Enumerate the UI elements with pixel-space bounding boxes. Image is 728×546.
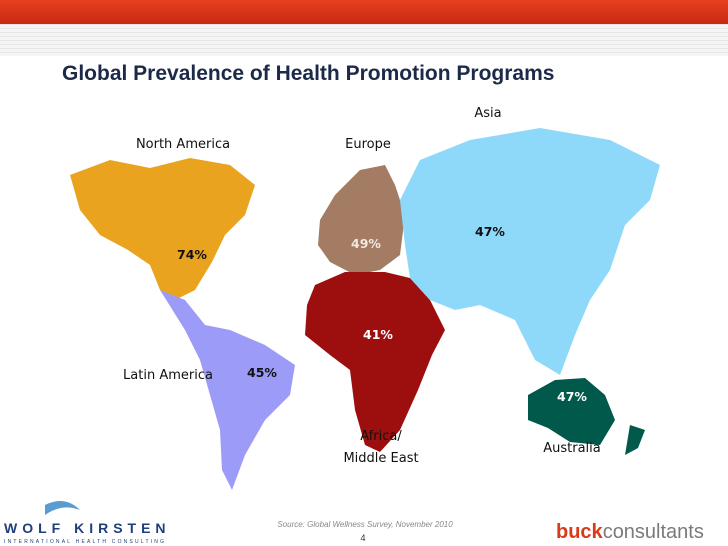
region-percent: 41% bbox=[363, 327, 393, 342]
logo-left-sub: INTERNATIONAL HEALTH CONSULTING bbox=[4, 539, 166, 545]
logo-swoosh bbox=[45, 501, 80, 515]
region-percent: 47% bbox=[475, 224, 505, 239]
africa-middle-east bbox=[305, 272, 445, 452]
region-name: Middle East bbox=[343, 451, 418, 466]
top-bar bbox=[0, 0, 728, 24]
region-name: North America bbox=[136, 137, 230, 152]
logo-right: buckconsultants bbox=[556, 521, 704, 543]
logo-left: WOLF KIRSTEN bbox=[4, 520, 171, 536]
asia bbox=[400, 128, 660, 375]
region-percent: 47% bbox=[557, 389, 587, 404]
australia bbox=[528, 378, 615, 445]
header-band bbox=[0, 24, 728, 56]
region-name: Australia bbox=[543, 441, 601, 456]
logo-buck: buck bbox=[556, 521, 604, 543]
region-percent: 49% bbox=[351, 236, 381, 251]
region-name: Latin America bbox=[123, 368, 213, 383]
latin-america bbox=[160, 290, 295, 490]
new-zealand bbox=[625, 425, 645, 455]
region-percent: 74% bbox=[177, 247, 207, 262]
region-name: Africa/ bbox=[360, 429, 402, 444]
source: Source: Global Wellness Survey, November… bbox=[277, 520, 453, 529]
region-percent: 45% bbox=[247, 365, 277, 380]
north-america bbox=[70, 158, 255, 300]
region-name: Asia bbox=[474, 106, 501, 121]
logo-consultants: consultants bbox=[603, 521, 704, 543]
page-number: 4 bbox=[360, 533, 365, 543]
europe bbox=[318, 165, 405, 275]
region-name: Europe bbox=[345, 137, 391, 152]
title: Global Prevalence of Health Promotion Pr… bbox=[62, 62, 554, 85]
